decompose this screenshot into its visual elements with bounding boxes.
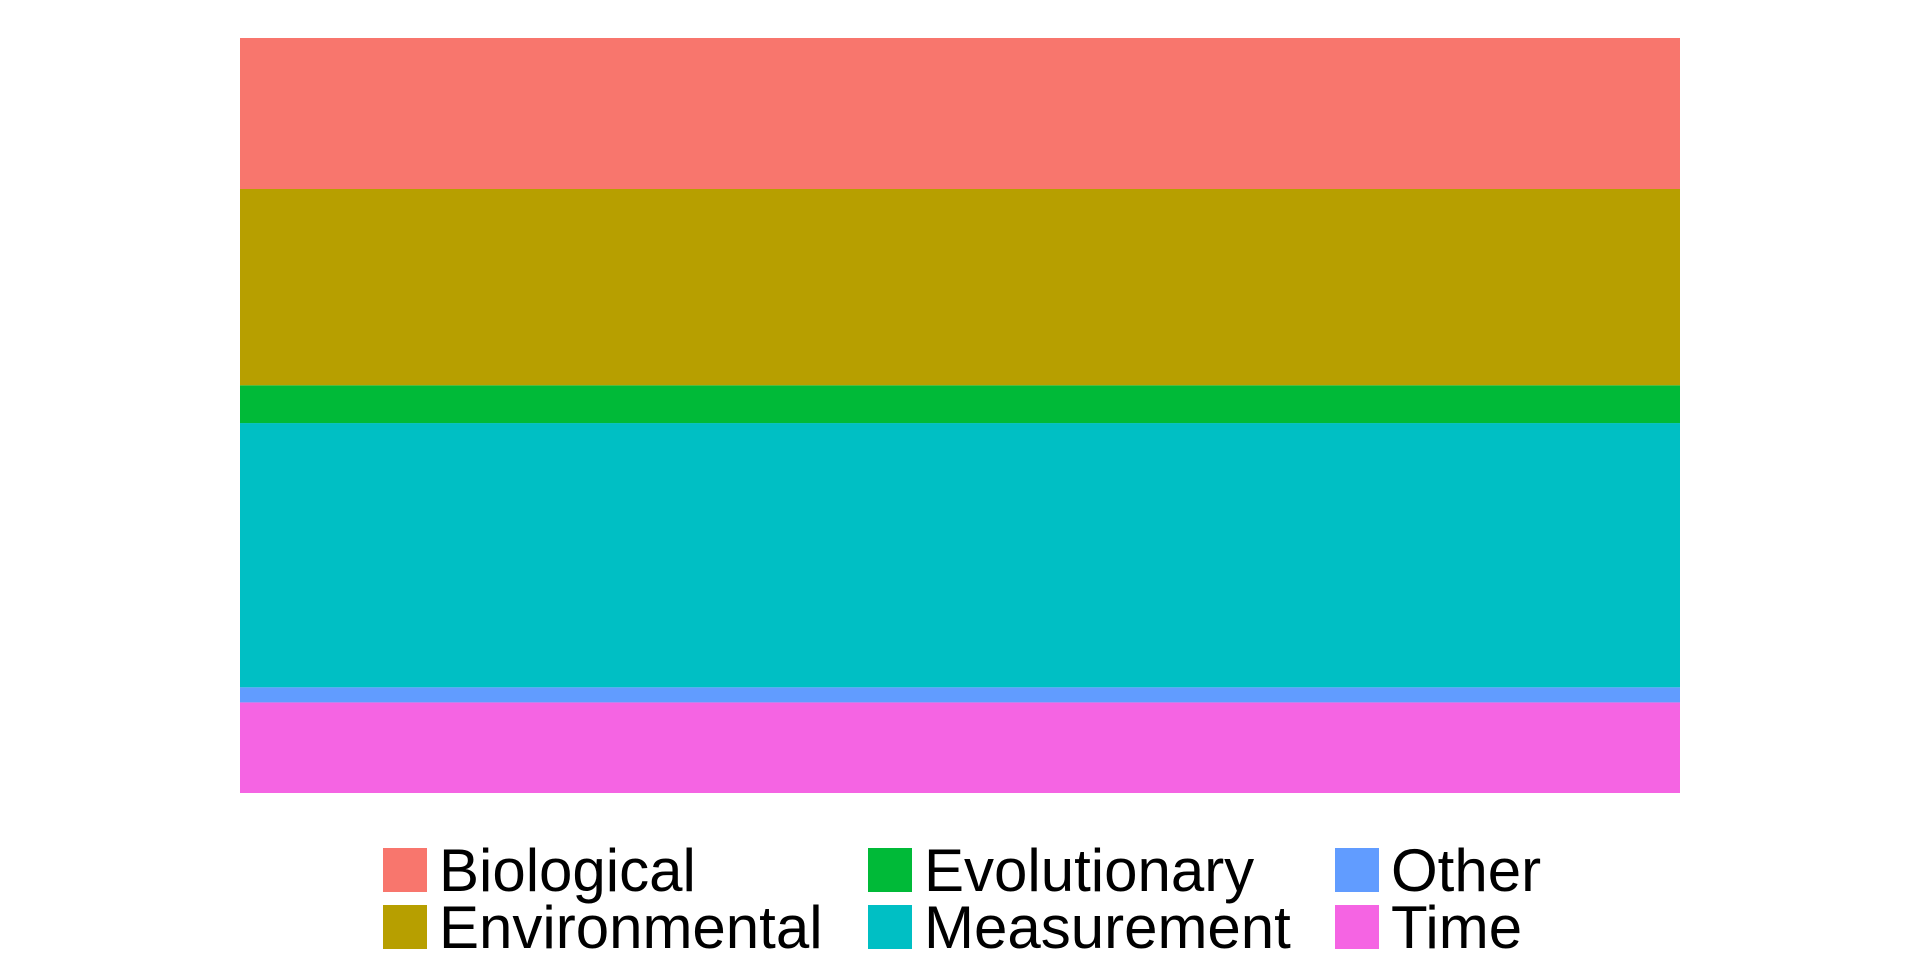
- legend-label-evolutionary: Evolutionary: [924, 837, 1254, 904]
- legend-label-biological: Biological: [439, 837, 696, 904]
- legend-key-biological: [383, 848, 427, 892]
- bar-segment-time: [240, 702, 1680, 793]
- legend-label-measurement: Measurement: [924, 894, 1291, 960]
- bar-segment-environmental: [240, 189, 1680, 386]
- legend-label-time: Time: [1391, 894, 1522, 960]
- legend-key-other: [1335, 848, 1379, 892]
- legend-key-time: [1335, 905, 1379, 949]
- legend-key-environmental: [383, 905, 427, 949]
- bar-segment-measurement: [240, 423, 1680, 688]
- legend-label-other: Other: [1391, 837, 1541, 904]
- bar-segments: [240, 38, 1680, 793]
- bar-segment-biological: [240, 38, 1680, 189]
- legend-key-measurement: [868, 905, 912, 949]
- bar-segment-other: [240, 687, 1680, 703]
- legend-key-evolutionary: [868, 848, 912, 892]
- bar-segment-evolutionary: [240, 385, 1680, 424]
- legend-label-environmental: Environmental: [439, 894, 823, 960]
